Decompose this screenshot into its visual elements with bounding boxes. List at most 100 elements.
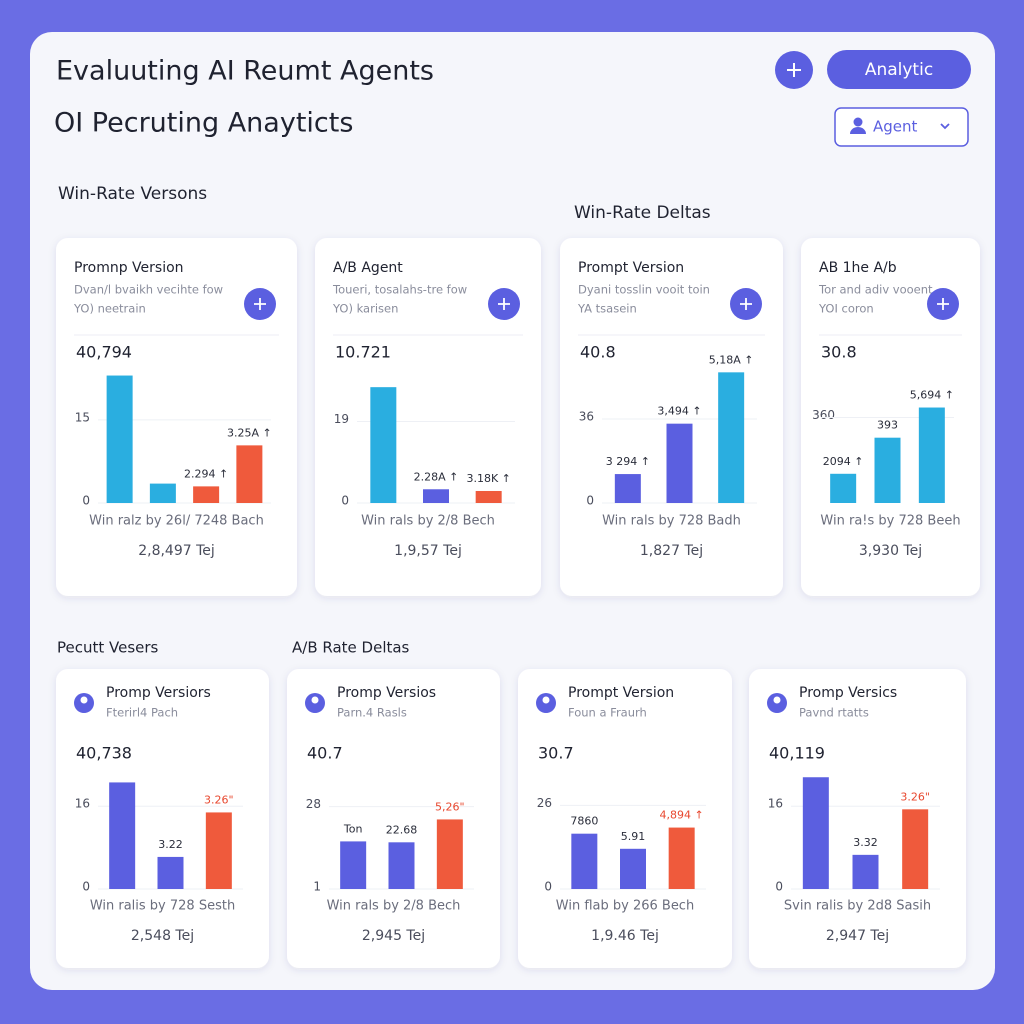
card: AB 1he A/b Tor and adiv vooent YOI coron 30… — [801, 238, 980, 596]
card: Promnp Version Dvan/l bvaikh vecihte fow Y… — [56, 238, 297, 596]
card: Promp Versios Parn.4 Rasls 40.7 1 28 Ton 22.68… — [287, 669, 500, 968]
y-tick-label: 0 — [586, 494, 594, 508]
add-button[interactable] — [244, 288, 276, 320]
y-tick-label: 0 — [775, 880, 783, 894]
bar — [340, 841, 367, 889]
headline-value: 30.7 — [538, 744, 574, 763]
card-subtitle: YA tsasein — [577, 302, 637, 316]
card-subtitle: Dyani tosslin vooit toin — [578, 283, 710, 297]
analytic-button[interactable]: Analytic — [827, 50, 971, 89]
bar-note: 3.26" — [204, 793, 234, 806]
avatar-head — [80, 696, 88, 704]
card-bg — [560, 238, 783, 596]
y-tick-label: 0 — [544, 880, 552, 894]
bar — [236, 445, 263, 503]
y-tick-label: 0 — [341, 494, 349, 508]
y-tick-label: 360 — [812, 408, 835, 422]
bar — [475, 490, 502, 503]
bar-note: 5,694 ↑ — [910, 389, 954, 402]
bar-note: 3.25A ↑ — [227, 426, 272, 439]
bar-note: 3.32 — [853, 836, 878, 849]
card-title: Promp Versiors — [106, 685, 211, 701]
bar-note: 3.22 — [158, 838, 183, 851]
y-tick-label: 16 — [768, 797, 783, 811]
card-title: Promnp Version — [74, 260, 184, 276]
card-title: Prompt Version — [578, 260, 684, 276]
card-title: AB 1he A/b — [819, 260, 897, 276]
chart-caption: Win ralz by 26l/ 7248 Bach — [89, 514, 264, 529]
card-footer: 3,930 Tej — [859, 543, 922, 559]
bar — [902, 809, 929, 889]
card-footer: 1,9.46 Tej — [591, 928, 659, 944]
bar — [830, 473, 857, 503]
section-label: Win-Rate Deltas — [574, 203, 711, 223]
avatar-head — [311, 696, 319, 704]
bar — [157, 856, 184, 889]
section-label: A/B Rate Deltas — [292, 639, 410, 657]
card-footer: 1,9,57 Tej — [394, 543, 462, 559]
headline-value: 40,119 — [769, 744, 825, 763]
bar — [918, 407, 945, 503]
card-subtitle: YOI coron — [818, 302, 874, 316]
chart-caption: Win rals by 2/8 Bech — [327, 899, 461, 914]
bar — [193, 486, 220, 503]
card-title: Promp Versics — [799, 685, 897, 701]
page-subtitle: OI Pecruting Anayticts — [54, 108, 353, 139]
page-title: Evaluuting AI Reumt Agents — [56, 56, 434, 87]
card-subtitle: YO) karisen — [332, 302, 398, 316]
add-button[interactable] — [775, 51, 813, 89]
section-label: Win-Rate Versons — [58, 184, 207, 204]
card-bg — [315, 238, 541, 596]
card-subtitle: Dvan/l bvaikh vecihte fow — [74, 283, 223, 297]
headline-value: 10.721 — [335, 343, 391, 362]
add-button[interactable] — [927, 288, 959, 320]
card-subtitle: Tor and adiv vooent — [818, 283, 933, 297]
y-tick-label: 0 — [82, 494, 90, 508]
add-button[interactable] — [730, 288, 762, 320]
y-tick-label: 28 — [306, 797, 321, 811]
card-bg — [56, 238, 297, 596]
card-footer: 1,827 Tej — [640, 543, 703, 559]
card-subtitle: Toueri, tosalahs-tre fow — [332, 283, 467, 297]
card: A/B Agent Toueri, tosalahs-tre fow YO) kar… — [315, 238, 541, 596]
bar — [614, 474, 641, 503]
headline-value: 40.8 — [580, 343, 616, 362]
card-footer: 2,947 Tej — [826, 928, 889, 944]
bar — [436, 819, 463, 889]
chart-caption: Svin ralis by 2d8 Sasih — [784, 899, 931, 914]
bar — [423, 489, 449, 503]
y-tick-label: 19 — [334, 412, 349, 426]
chart-caption: Win ra!s by 728 Beeh — [820, 514, 960, 529]
y-tick-label: 16 — [75, 797, 90, 811]
avatar-head — [542, 696, 550, 704]
card-bg — [518, 669, 732, 968]
agent-dropdown[interactable]: Agent — [834, 107, 969, 147]
bar-note: 3.18K ↑ — [466, 472, 510, 485]
card-subtitle: Fterirl4 Pach — [106, 706, 178, 720]
card: Promp Versiors Fterirl4 Pach 40,738 0 16 3.22… — [56, 669, 269, 968]
plus-icon — [740, 298, 752, 310]
bar-note: 5,18A ↑ — [709, 353, 754, 366]
plus-icon — [937, 298, 949, 310]
card-footer: 2,548 Tej — [131, 928, 194, 944]
chart-caption: Win rals by 728 Badh — [602, 514, 741, 529]
bar-note: 2.294 ↑ — [184, 467, 228, 480]
bar-note: 2094 ↑ — [823, 455, 864, 468]
bar-note: 393 — [877, 419, 898, 432]
card-subtitle: Foun a Fraurh — [568, 706, 647, 720]
card: Prompt Version Dyani tosslin vooit toin YA… — [560, 238, 783, 596]
plus-icon — [498, 298, 510, 310]
bar — [106, 375, 133, 503]
card-title: Prompt Version — [568, 685, 674, 701]
add-button[interactable] — [488, 288, 520, 320]
bar-note: 4,894 ↑ — [660, 809, 704, 822]
bar-note: Ton — [343, 822, 363, 835]
card-bg — [749, 669, 966, 968]
bar-note: 3 294 ↑ — [606, 455, 650, 468]
card-subtitle: YO) neetrain — [73, 302, 146, 316]
headline-value: 40,738 — [76, 744, 132, 763]
y-tick-label: 0 — [82, 880, 90, 894]
bar-note: 5.91 — [621, 830, 646, 843]
